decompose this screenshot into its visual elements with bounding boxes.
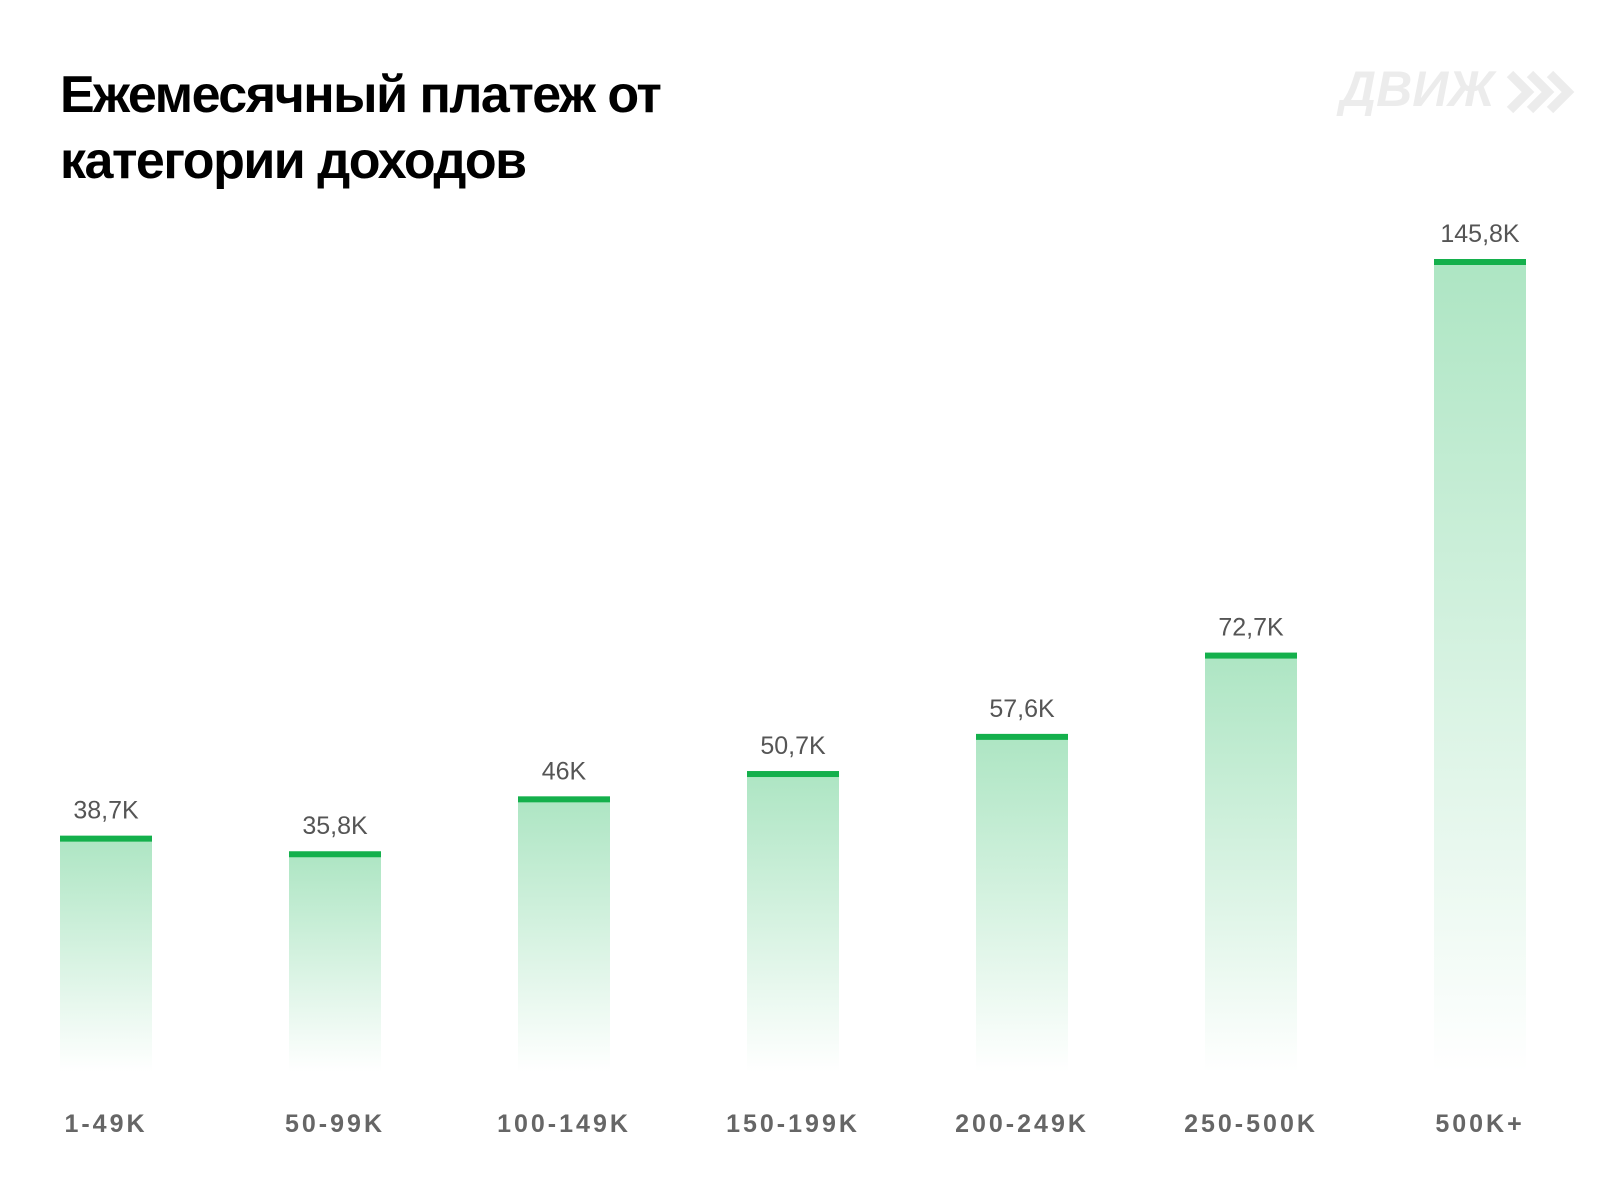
value-label: 57,6K	[989, 695, 1055, 723]
bar-cap	[976, 733, 1068, 740]
bar-cap	[518, 796, 610, 803]
logo: ДВИЖ	[1336, 61, 1497, 117]
bar	[747, 774, 839, 1072]
bar	[1205, 655, 1297, 1072]
value-label: 145,8K	[1440, 220, 1520, 248]
value-label: 50,7K	[760, 732, 826, 760]
x-tick-label: 200-249K	[955, 1110, 1089, 1138]
value-label: 35,8K	[302, 812, 368, 840]
x-tick-label: 100-149K	[497, 1110, 631, 1138]
x-tick-label: 1-49K	[64, 1110, 147, 1138]
x-tick-label: 250-500K	[1184, 1110, 1318, 1138]
bar	[976, 736, 1068, 1072]
bar	[60, 838, 152, 1072]
chart-title: Ежемесячный платеж от категории доходов	[60, 66, 662, 190]
bar-cap	[747, 771, 839, 778]
bar-cap	[60, 835, 152, 842]
bar	[518, 799, 610, 1072]
x-tick-label: 150-199K	[726, 1110, 860, 1138]
x-tick-label: 500K+	[1435, 1110, 1524, 1138]
bar	[289, 854, 381, 1072]
bar-cap	[1434, 259, 1526, 265]
x-tick-label: 50-99K	[285, 1110, 385, 1138]
bar-cap	[1205, 652, 1297, 659]
bar-cap	[289, 851, 381, 858]
bar	[1434, 262, 1526, 1072]
logo-chevrons	[1506, 70, 1575, 114]
value-label: 72,7K	[1218, 614, 1284, 642]
value-label: 38,7K	[73, 797, 139, 825]
value-label: 46K	[542, 757, 587, 785]
